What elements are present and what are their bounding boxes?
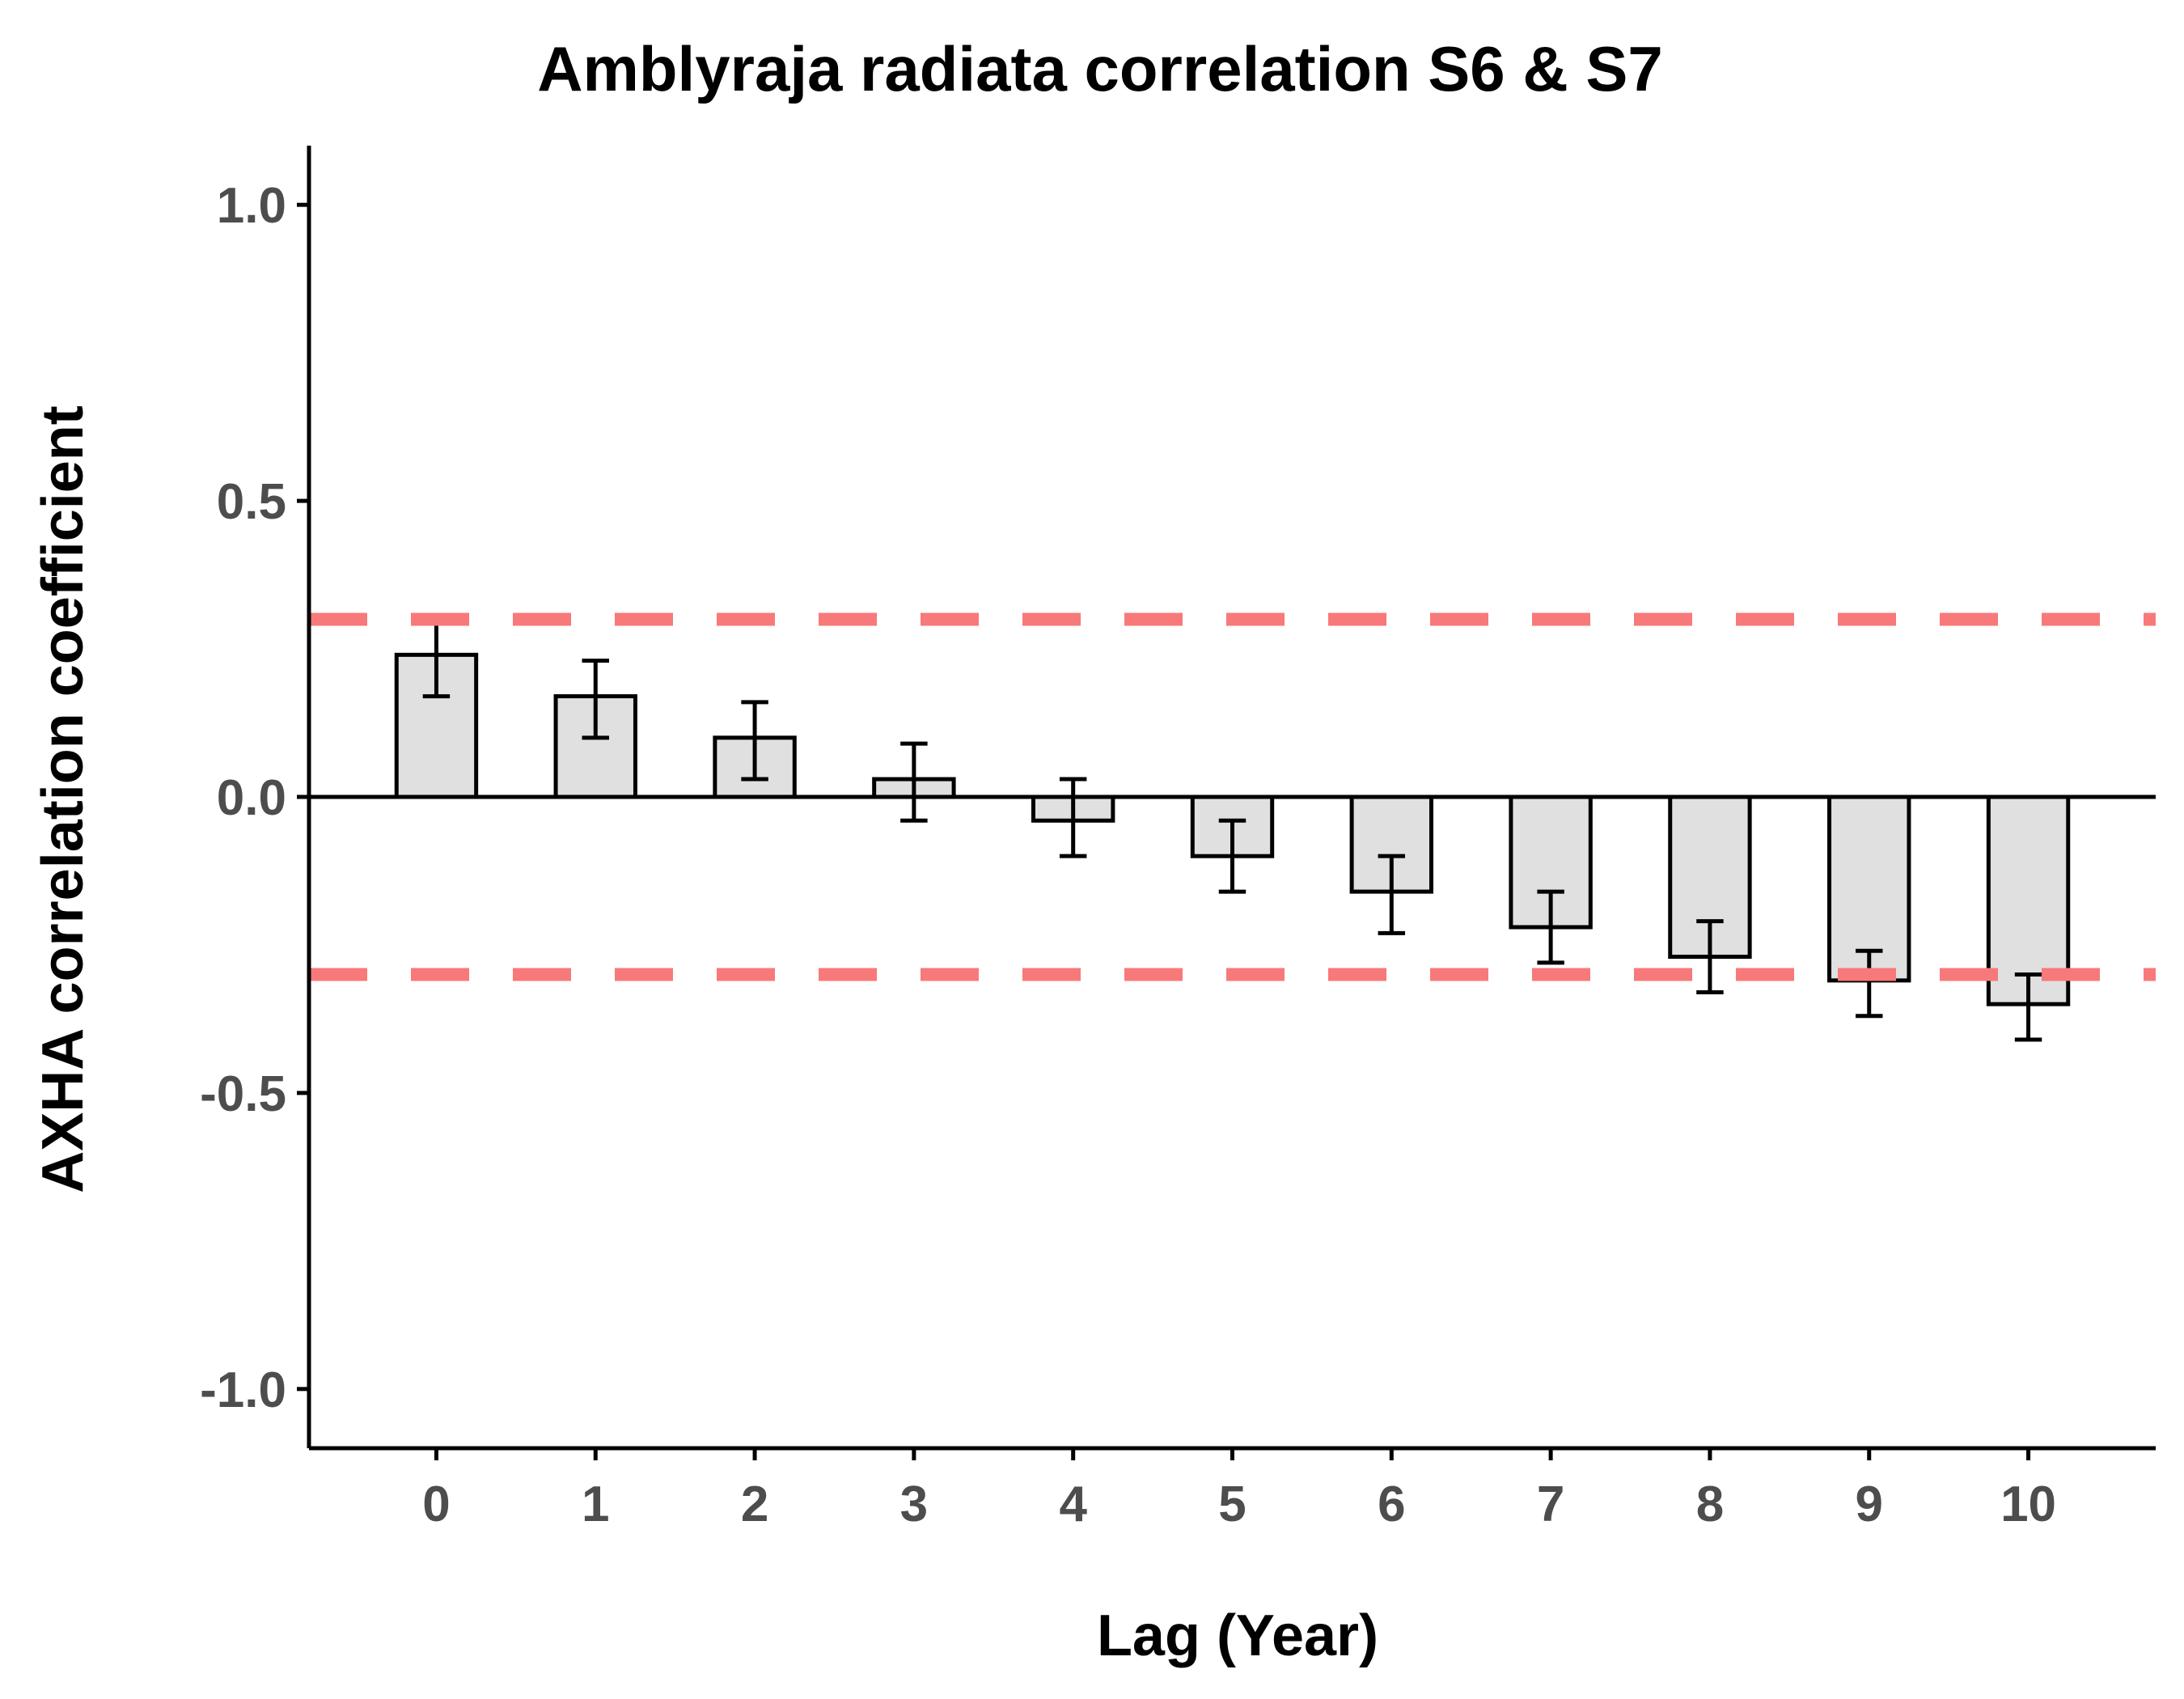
error-bar-lag-7 [1537,889,1564,965]
error-bar-lag-8 [1696,919,1724,994]
axes: 1.0 0.5 0.0 -0.5 -1.0 0 1 2 3 4 5 6 7 8 9 10 [200,146,2156,1532]
plot-area [309,612,2156,1042]
y-axis-label: AXHA correlation coefficient [31,405,95,1193]
y-tick-label: -0.5 [200,1066,286,1122]
chart-title: Amblyraja radiata correlation S6 & S7 [537,33,1663,104]
y-tick-label: 0.0 [217,770,286,826]
error-bar-lag-1 [582,659,609,740]
x-tick-label: 10 [2000,1477,2056,1532]
x-tick-label: 9 [1855,1477,1882,1532]
x-tick-label: 2 [741,1477,768,1532]
x-tick-label: 6 [1378,1477,1405,1532]
error-bar-lag-9 [1856,948,1883,1019]
x-tick-label: 8 [1696,1477,1724,1532]
y-tick-label: -1.0 [200,1362,286,1418]
y-tick-label: 0.5 [217,474,286,530]
error-bar-lag-4 [1059,777,1087,858]
x-tick-label: 5 [1218,1477,1246,1532]
x-tick-label: 0 [422,1477,450,1532]
error-bar-lag-6 [1378,854,1406,935]
x-tick-label: 1 [582,1477,609,1532]
error-bar-lag-5 [1218,818,1246,894]
x-tick-label: 3 [900,1477,928,1532]
error-bar-lag-3 [900,741,928,823]
y-tick-label: 1.0 [217,178,286,234]
error-bar-lag-10 [2014,972,2042,1042]
x-axis-label: Lag (Year) [1097,1604,1378,1668]
x-tick-label: 4 [1059,1477,1087,1532]
x-tick-label: 7 [1537,1477,1564,1532]
error-bar-lag-2 [741,700,768,782]
